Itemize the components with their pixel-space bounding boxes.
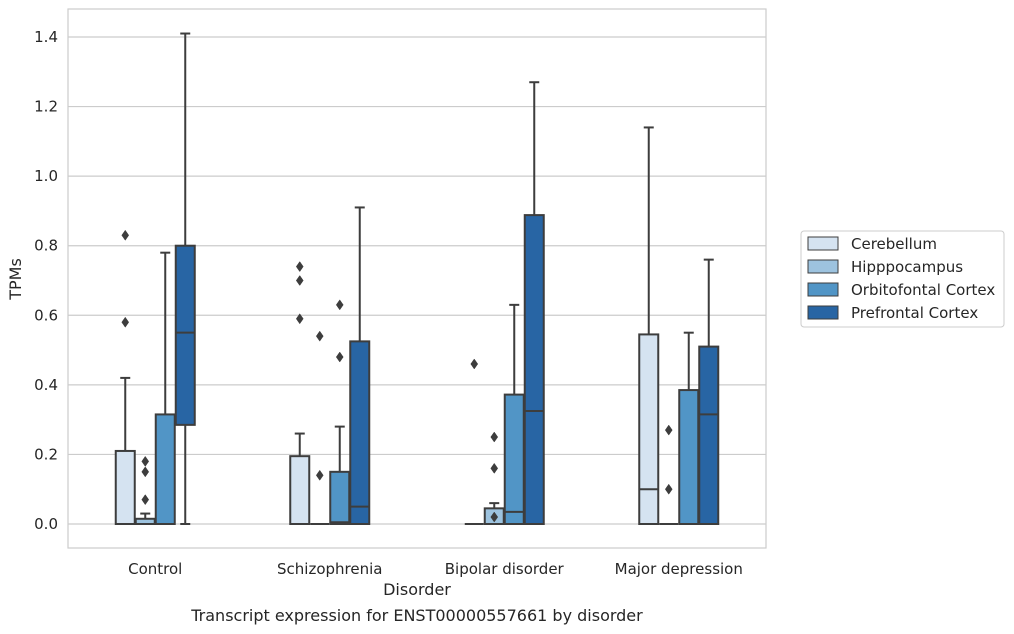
box-body [329,470,351,526]
y-tick-label: 0.4 [34,376,58,394]
box-body [349,340,371,525]
legend-item: Cerebellum [807,235,937,253]
box-body [154,413,176,525]
box-2-1 [483,431,505,526]
box-0-3 [174,32,196,525]
box-body [523,214,545,526]
outlier-point [470,358,479,370]
outlier-point [141,494,150,506]
box-2-0 [464,358,484,525]
legend-frame [800,230,1005,328]
box-0-2 [154,251,176,525]
outlier-point [315,330,324,342]
box-body [174,244,196,426]
y-tick-label: 0.8 [34,237,58,255]
box-3-2 [678,331,700,526]
outlier-point [295,275,304,286]
plot-frame [67,8,767,549]
y-tick-labels: 0.0 0.2 0.4 0.6 0.8 1.0 1.2 1.4 [34,28,58,533]
box-3-3 [698,258,720,526]
box-2-3 [523,81,545,526]
outlier-point [141,455,150,467]
box-0-0 [114,229,136,526]
legend-label: Prefrontal Cortex [851,304,978,322]
legend: Cerebellum Hipppocampus Orbitofontal Corte… [800,230,1005,328]
x-tick-labels: Control Schizophrenia Bipolar disorder Majo… [128,560,743,578]
x-tick-label: Control [128,560,182,578]
box-1-1 [310,330,330,525]
box-body [114,449,136,526]
box-body [503,393,525,525]
box-0-1 [134,455,156,526]
box-1-2 [329,299,351,526]
outlier-point [664,483,673,495]
legend-swatch [807,282,839,297]
outlier-point [121,229,130,241]
legend-swatch [807,305,839,320]
x-axis-label: Disorder [383,580,451,599]
legend-label: Hipppocampus [851,258,963,276]
outlier-point [335,299,344,311]
legend-item: Prefrontal Cortex [807,304,978,322]
box-3-1 [659,424,679,525]
legend-item: Hipppocampus [807,258,963,276]
y-tick-label: 0.0 [34,515,58,533]
box-body [698,345,720,526]
chart-caption: Transcript expression for ENST0000055766… [191,606,643,625]
y-tick-label: 0.6 [34,306,58,324]
box-1-3 [349,206,371,525]
legend-label: Cerebellum [851,235,937,253]
box-body [289,455,311,525]
box-body [638,333,660,525]
x-tick-label: Major depression [615,560,743,578]
x-tick-label: Schizophrenia [277,560,382,578]
box-body [678,389,700,526]
outlier-point [315,469,324,481]
outlier-point [335,351,344,363]
outlier-point [121,316,130,328]
y-tick-label: 1.2 [34,98,58,116]
outlier-point [664,424,673,436]
legend-swatch [807,236,839,251]
legend-swatch [807,259,839,274]
legend-label: Orbitofontal Cortex [851,281,995,299]
outlier-point [141,466,150,478]
outlier-point [490,511,499,523]
y-axis-label: TPMs [6,258,25,301]
box-3-0 [638,126,660,525]
boxes-layer [114,32,720,526]
y-tick-label: 0.2 [34,445,58,463]
box-1-0 [289,261,311,525]
box-2-2 [503,303,525,525]
outlier-point [490,431,499,443]
x-tick-label: Bipolar disorder [445,560,565,578]
outlier-point [490,462,499,474]
y-tick-label: 1.0 [34,167,58,185]
y-tick-label: 1.4 [34,28,58,46]
legend-item: Orbitofontal Cortex [807,281,995,299]
outlier-point [295,313,304,325]
outlier-point [295,261,304,273]
legend-items: Cerebellum Hipppocampus Orbitofontal Corte… [807,235,995,322]
